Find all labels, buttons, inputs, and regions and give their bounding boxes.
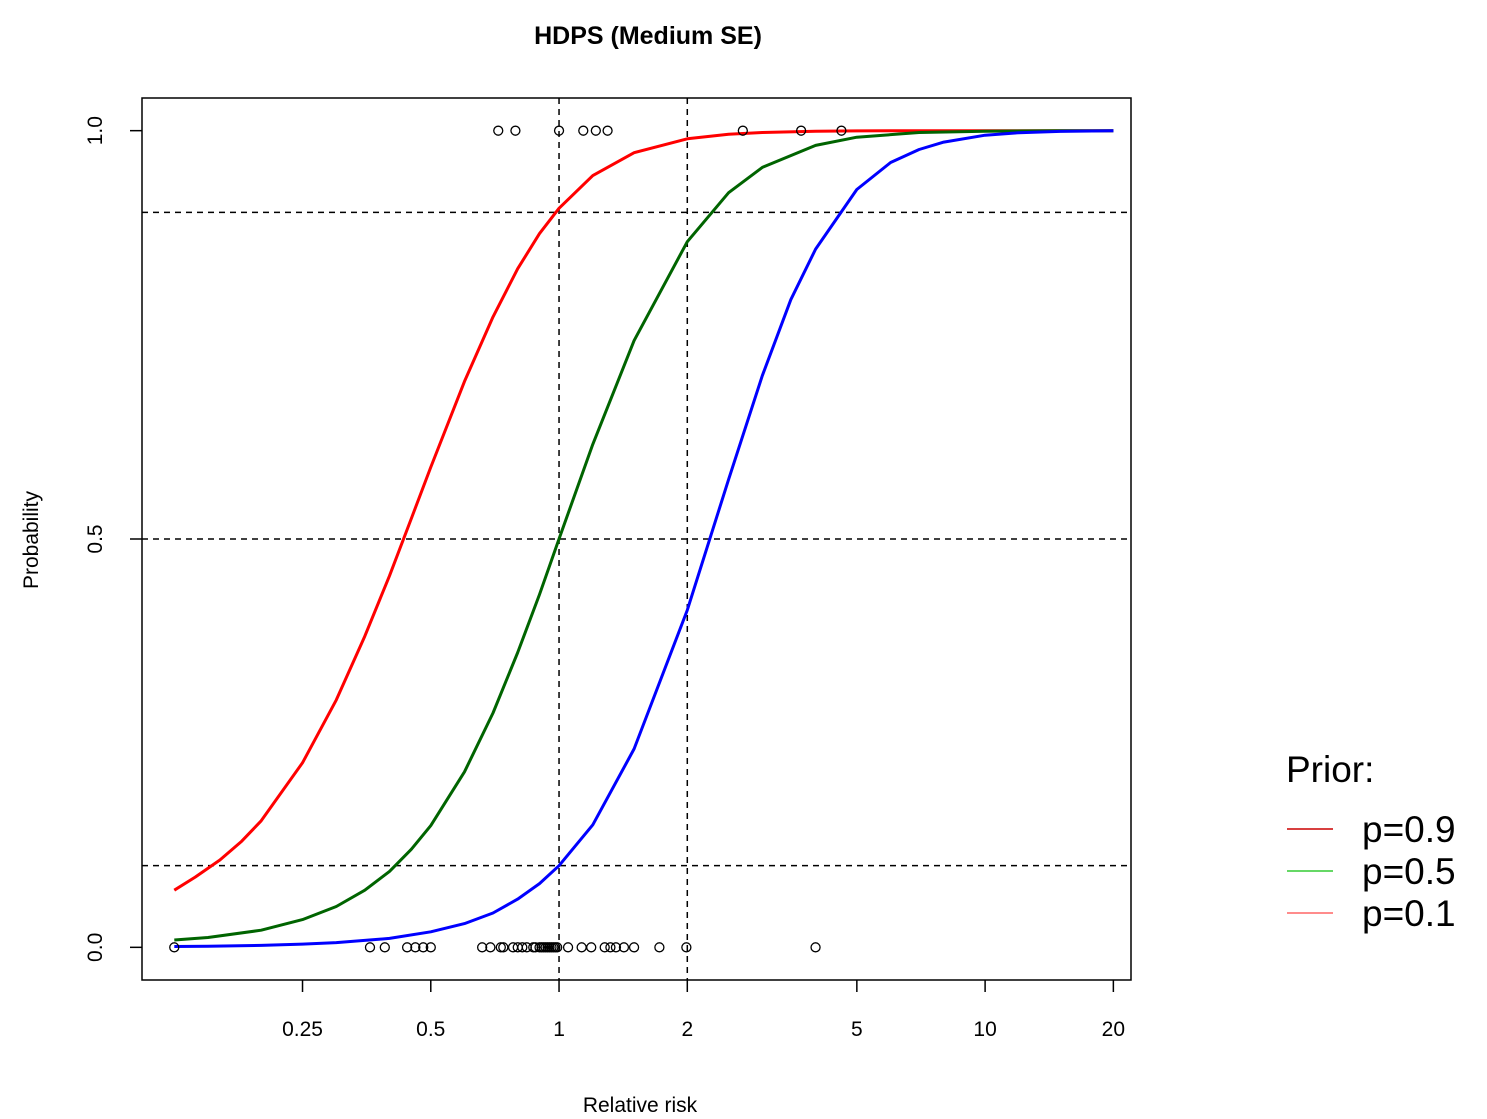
data-point — [552, 942, 563, 953]
data-point — [530, 942, 541, 953]
data-point — [590, 125, 601, 136]
legend-title: Prior: — [1286, 749, 1374, 790]
data-point — [485, 942, 496, 953]
x-tick-label: 1 — [553, 1018, 565, 1041]
series-line-3 — [174, 129, 1114, 948]
data-point — [510, 125, 521, 136]
data-point — [618, 942, 630, 953]
data-point — [425, 942, 436, 953]
data-point — [737, 125, 748, 136]
data-point — [410, 942, 421, 953]
legend: Prior: p=0.9p=0.5p=0.1 — [1286, 749, 1456, 934]
data-point — [498, 942, 509, 953]
data-point — [576, 942, 587, 953]
data-point — [493, 125, 504, 136]
data-point — [628, 942, 640, 953]
data-point — [610, 942, 622, 953]
data-point — [836, 125, 847, 136]
y-axis-label: Probability — [20, 490, 43, 589]
data-point — [602, 125, 613, 136]
y-axis: 0.0 0.5 1.0 — [84, 116, 142, 962]
data-point — [553, 125, 565, 136]
x-tick-label: 20 — [1102, 1018, 1125, 1041]
plot-frame — [141, 97, 1132, 981]
legend-label: p=0.5 — [1362, 851, 1456, 892]
data-point — [169, 942, 180, 953]
data-point — [605, 942, 616, 953]
legend-label: p=0.1 — [1362, 893, 1456, 934]
data-point — [586, 942, 597, 953]
data-points — [169, 125, 847, 953]
data-point — [681, 942, 692, 953]
series-line-2 — [174, 129, 1114, 942]
data-point — [654, 942, 665, 953]
y-tick-label: 0.5 — [84, 524, 107, 553]
data-point — [495, 942, 506, 953]
x-tick-label: 0.5 — [416, 1018, 445, 1041]
data-point — [364, 942, 376, 953]
data-point — [578, 125, 589, 136]
series-line-1 — [173, 129, 1114, 892]
data-point — [562, 942, 574, 953]
y-tick-label: 0.0 — [84, 933, 107, 962]
reference-lines — [142, 98, 1131, 980]
data-point — [477, 942, 488, 953]
y-tick-label: 1.0 — [84, 116, 107, 145]
x-tick-label: 5 — [851, 1018, 863, 1041]
data-point — [517, 942, 528, 953]
data-point — [418, 942, 429, 953]
data-point — [379, 942, 390, 953]
data-point — [795, 125, 807, 136]
chart-title: HDPS (Medium SE) — [534, 22, 762, 50]
x-axis: 0.25 0.5 1 2 5 10 20 — [282, 980, 1125, 1041]
x-tick-label: 10 — [973, 1018, 996, 1041]
data-point — [401, 942, 413, 953]
x-axis-label: Relative risk — [583, 1094, 698, 1117]
x-tick-label: 0.25 — [282, 1018, 323, 1041]
legend-label: p=0.9 — [1362, 809, 1456, 850]
x-tick-label: 2 — [681, 1018, 693, 1041]
data-point — [599, 942, 610, 953]
series-lines — [173, 129, 1114, 948]
data-point — [810, 942, 821, 953]
